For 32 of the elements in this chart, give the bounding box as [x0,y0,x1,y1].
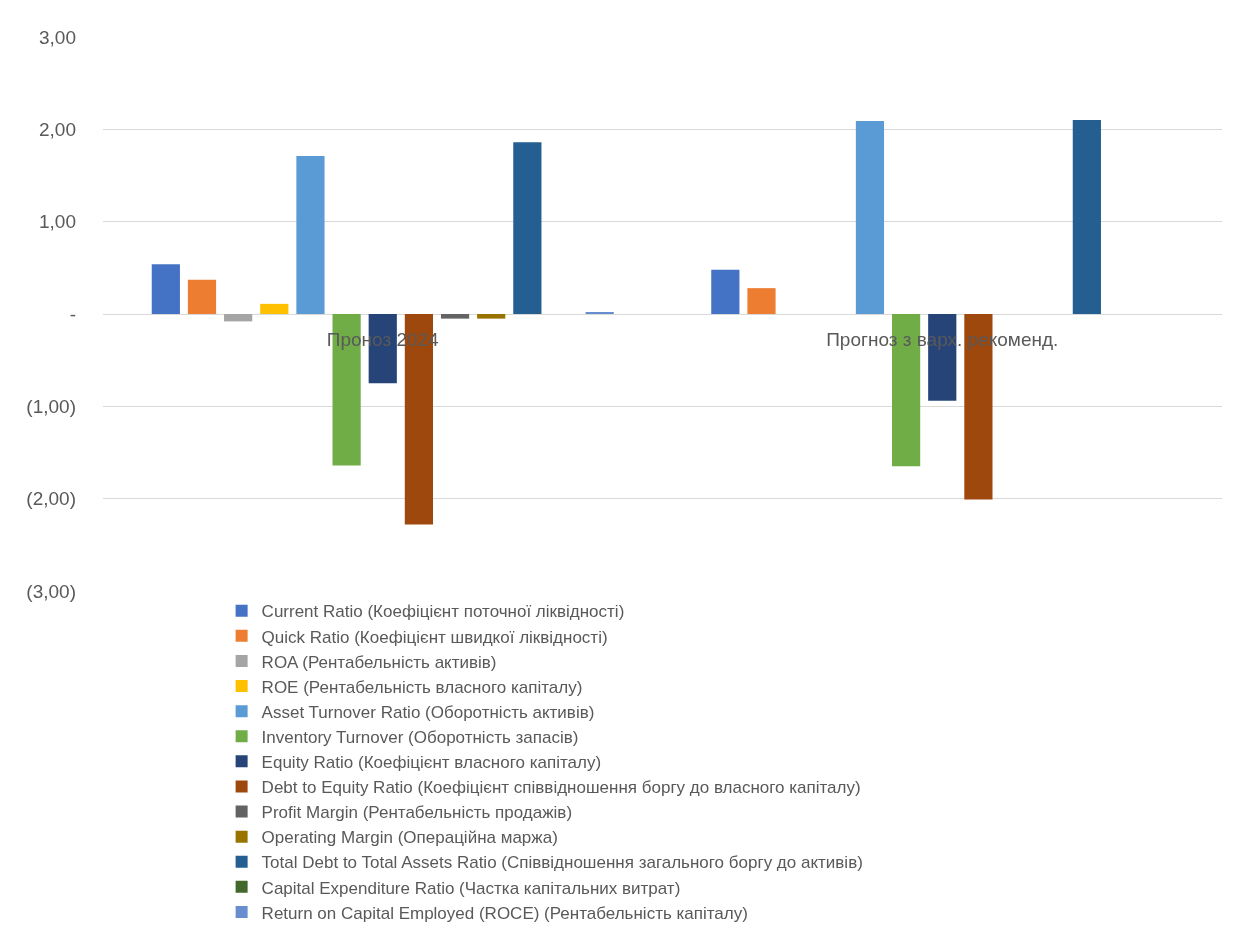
bar [187,279,217,314]
legend-label: Equity Ratio (Коефіцієнт власного капіталу) [261,753,602,772]
legend-label: Inventory Turnover (Оборотність запасів) [261,727,579,747]
bar [296,156,325,314]
legend-label: ROE (Рентабельність власного капіталу) [261,677,583,697]
y-tick-label: (1,00) [26,395,76,417]
bar [224,314,253,322]
y-tick-label: 2,00 [39,118,76,140]
y-tick-label: (3,00) [26,580,76,602]
bar [440,314,470,319]
bar [1072,120,1101,314]
legend-label: Capital Expenditure Ratio (Частка капітальних витрат) [261,878,681,898]
y-tick-label: (2,00) [26,488,76,510]
bar [747,288,776,314]
legend-label: Asset Turnover Ratio (Оборотність активів) [261,702,595,722]
bar [151,264,180,314]
y-tick-label: - [69,303,76,325]
legend-label: Return on Capital Employed (ROCE) (Рентабельність капіталу) [261,903,748,923]
bar [260,303,289,314]
legend-label: Operating Margin (Операційна маржа) [261,828,558,848]
bar [711,269,740,314]
bar [855,121,885,314]
legend-label: ROA (Рентабельність активів) [261,652,497,672]
y-tick-label: 3,00 [39,26,76,48]
y-tick-label: 1,00 [39,211,76,233]
bar [513,142,542,314]
legend-label: Quick Ratio (Коефіцієнт швидкої ліквідності) [261,627,608,647]
bar [477,314,506,319]
legend-label: Profit Margin (Рентабельність продажів) [261,803,573,823]
legend-label: Current Ratio (Коефіцієнт поточної ліквідності) [261,602,625,622]
legend-label: Debt to Equity Ratio (Коефіцієнт співвідношення боргу до власного капіталу) [261,778,861,798]
legend-label: Total Debt to Total Assets Ratio (Співвідношення загального боргу до активів) [261,853,863,873]
